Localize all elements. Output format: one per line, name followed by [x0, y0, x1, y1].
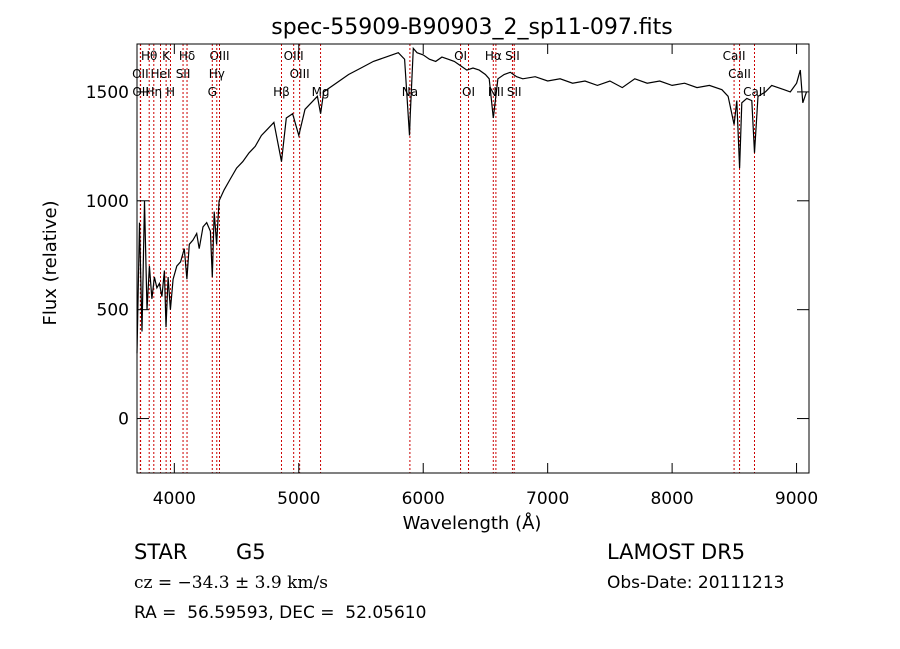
marker-label-19: Hβ — [273, 85, 290, 99]
observation-date: Obs-Date: 20111213 — [607, 573, 785, 593]
y-axis-label: Flux (relative) — [40, 200, 61, 325]
marker-label-21: Na — [402, 85, 418, 99]
x-tick-label-4: 8000 — [650, 489, 693, 509]
marker-label-7: SII — [505, 49, 520, 63]
x-tick-label-0: 4000 — [153, 489, 196, 509]
object-class: STAR — [134, 540, 188, 564]
plot-frame — [136, 43, 810, 474]
y-axis-ticks: 0 500 1000 1500 — [86, 83, 809, 430]
marker-label-14: CaII — [728, 67, 751, 81]
marker-label-12: Hγ — [209, 67, 225, 81]
x-tick-label-5: 9000 — [775, 489, 818, 509]
marker-label-8: CaII — [723, 49, 746, 63]
chart-title: spec-55909-B90903_2_sp11-097.fits — [271, 15, 673, 40]
marker-label-3: OIII — [209, 49, 229, 63]
x-tick-label-3: 7000 — [526, 489, 569, 509]
marker-label-16: Hη — [145, 85, 162, 99]
x-tick-label-1: 5000 — [277, 489, 320, 509]
marker-label-24: SII — [507, 85, 522, 99]
redshift-velocity: cz = −34.3 ± 3.9 km/s — [134, 573, 328, 593]
marker-label-25: CaII — [743, 85, 766, 99]
marker-label-10: HeI — [151, 67, 171, 81]
marker-label-22: OI — [462, 85, 475, 99]
y-tick-label-2: 1000 — [86, 192, 129, 212]
marker-label-18: G — [208, 85, 217, 99]
marker-label-6: Hα — [485, 49, 502, 63]
x-tick-label-2: 6000 — [402, 489, 445, 509]
survey-label: LAMOST DR5 — [607, 540, 746, 564]
object-subclass: G5 — [236, 540, 266, 564]
x-axis-ticks: 4000 5000 6000 7000 8000 9000 — [153, 44, 818, 509]
marker-label-13: OIII — [290, 67, 310, 81]
x-axis-label: Wavelength (Å) — [403, 512, 542, 534]
marker-label-11: SII — [176, 67, 191, 81]
y-tick-label-0: 0 — [118, 410, 129, 430]
series-line-0 — [136, 46, 808, 354]
marker-label-17: H — [166, 85, 175, 99]
y-tick-label-3: 1500 — [86, 83, 129, 103]
marker-label-1: K — [162, 49, 171, 63]
marker-label-20: Mg — [312, 85, 330, 99]
marker-label-0: Hθ — [141, 49, 157, 63]
marker-label-5: OI — [454, 49, 467, 63]
marker-label-4: OIII — [284, 49, 304, 63]
series-layer — [136, 46, 808, 354]
marker-label-2: Hδ — [179, 49, 195, 63]
coordinates: RA = 56.59593, DEC = 52.05610 — [134, 603, 427, 623]
y-tick-label-1: 500 — [97, 301, 129, 321]
